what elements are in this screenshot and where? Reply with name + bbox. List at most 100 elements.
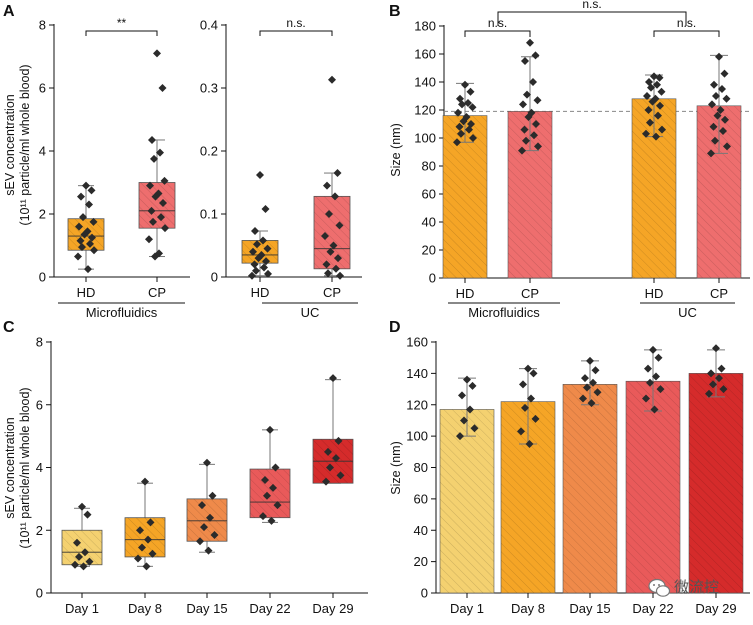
significance-label: n.s. [582,0,601,11]
y-tick-label: 120 [414,103,436,118]
y-tick-label: 0 [211,270,218,285]
y-tick-label: 4 [36,460,43,475]
y-tick-label: 0.1 [200,207,218,222]
y-tick-label: 160 [406,335,428,350]
data-point [586,356,594,365]
group-label: Microfluidics [86,305,158,320]
data-point [654,353,663,362]
data-point [468,381,477,390]
panel-letter-a: A [3,3,15,20]
data-point [256,170,264,179]
y-tick-label: 160 [414,47,436,62]
x-tick-label: Day 29 [695,601,736,616]
data-point [261,204,270,213]
data-point [203,458,211,467]
y-axis-title: sEV concentration(10¹¹ particle/ml whole… [3,387,32,548]
data-point [720,69,729,78]
y-tick-label: 6 [39,81,46,96]
data-point [463,375,471,384]
data-point [336,271,344,280]
data-point [519,100,527,109]
x-tick-label: Day 15 [569,601,610,616]
y-tick-label: 0 [39,270,46,285]
group-label: Microfluidics [468,305,540,320]
bar-hatch [689,373,743,593]
x-tick-label: HD [251,285,270,300]
y-tick-label: 140 [414,75,436,90]
data-point [458,391,466,400]
data-point [712,344,720,353]
y-tick-label: 80 [414,460,428,475]
box-hatch [250,469,290,518]
data-point [141,477,149,486]
y-tick-label: 2 [39,207,46,222]
y-tick-label: 4 [39,144,46,159]
box-hatch [125,517,165,557]
significance-bracket [85,30,158,36]
y-tick-label: 0 [36,586,43,601]
watermark: 微流控 [648,578,719,597]
y-tick-label: 0.2 [200,144,218,159]
y-axis-title: sEV concentration(10¹¹ particle/ml whole… [3,64,32,225]
bar-hatch [563,384,617,593]
box-hatch [242,240,278,264]
y-tick-label: 0.3 [200,81,218,96]
x-tick-label: Day 1 [450,601,484,616]
significance-bracket [464,30,531,37]
x-tick-label: Day 8 [128,601,162,616]
data-point [521,57,529,65]
data-point [78,502,86,511]
x-tick-label: HD [456,286,475,301]
x-tick-label: CP [148,285,166,300]
significance-label: ** [117,16,127,30]
data-point [526,38,534,47]
significance-bracket [497,11,687,26]
y-tick-label: 60 [422,187,436,202]
box-hatch [187,498,227,542]
panel-b: B Size (nm) 0 20 40 60 80 100 120 140 160 180 HD CP HD… [389,0,750,320]
x-tick-label: Day 15 [186,601,227,616]
data-point [323,181,331,190]
y-tick-label: 0 [421,586,428,601]
x-tick-label: CP [521,286,539,301]
data-point [524,364,532,373]
wechat-icon [648,578,671,597]
panel-letter-d: D [389,319,401,336]
y-tick-label: 0.4 [200,18,218,33]
data-point [461,80,469,89]
data-point [142,562,151,571]
y-tick-label: 100 [406,429,428,444]
data-point [722,94,731,103]
significance-bracket [653,30,720,37]
data-point [715,52,723,61]
data-point [333,169,342,178]
box-hatch [139,182,175,229]
x-tick-label: Day 1 [65,601,99,616]
data-point [710,80,718,89]
data-point [83,510,92,519]
bar-hatch [626,381,680,593]
y-tick-label: 140 [406,366,428,381]
panel-letter-b: B [389,3,401,20]
significance-label: n.s. [286,16,305,30]
x-tick-label: HD [77,285,96,300]
box-hatch [314,196,350,269]
y-tick-label: 20 [422,243,436,258]
data-point [260,263,268,272]
data-point [328,75,336,84]
y-tick-label: 60 [414,491,428,506]
data-point [251,227,259,236]
data-point [717,364,726,373]
data-point [148,135,156,144]
bar-hatch [440,409,494,593]
data-point [82,181,90,190]
data-point [77,192,85,201]
data-point [74,252,82,261]
data-point [145,235,153,244]
y-tick-label: 2 [36,523,43,538]
y-tick-label: 120 [406,397,428,412]
y-axis-title: Size (nm) [389,123,403,176]
data-point [466,87,475,96]
